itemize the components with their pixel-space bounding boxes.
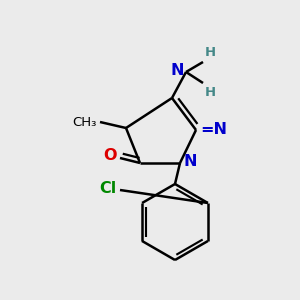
Text: CH₃: CH₃ — [73, 116, 97, 128]
Text: H: H — [205, 86, 216, 99]
Text: N: N — [184, 154, 197, 169]
Text: N: N — [171, 63, 184, 78]
Text: =N: =N — [200, 122, 227, 137]
Text: Cl: Cl — [100, 181, 117, 196]
Text: O: O — [103, 148, 116, 163]
Text: H: H — [205, 46, 216, 59]
